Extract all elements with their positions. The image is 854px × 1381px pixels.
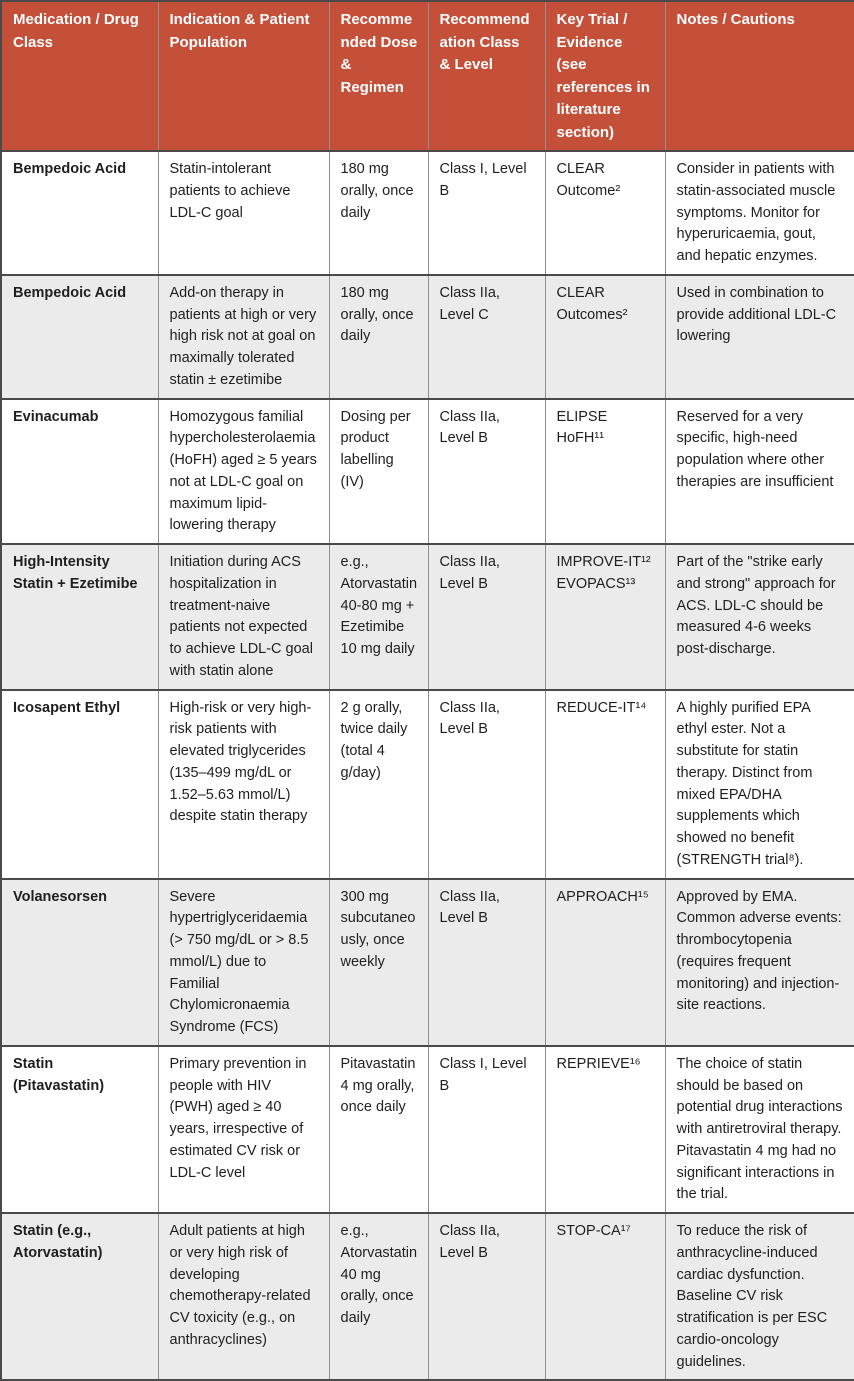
cell-indication: Initiation during ACS hospitalization in… [157,543,329,690]
cell-trial: REPRIEVE¹⁶ [544,1044,665,1213]
table-row: High-Intensity Statin + Ezetimibe Initiat… [1,543,854,690]
cell-trial: STOP-CA¹⁷ [544,1211,665,1381]
table-row: Volanesorsen Severe hypertriglyceridaemia… [1,877,854,1046]
column-header-class-level: Recommendation Class & Level [427,1,545,152]
cell-class-level: Class I, Level B [427,1044,545,1213]
cell-notes: Consider in patients with statin-associa… [664,150,854,275]
cell-medication: High-Intensity Statin + Ezetimibe [1,543,158,690]
cell-trial: IMPROVE-IT¹² EVOPACS¹³ [544,543,665,690]
cell-indication: Adult patients at high or very high risk… [157,1211,329,1381]
cell-notes: Approved by EMA. Common adverse events: … [664,877,854,1046]
cell-dose: 2 g orally, twice daily (total 4 g/day) [328,688,428,879]
cell-dose: Dosing per product labelling (IV) [328,397,428,544]
cell-class-level: Class IIa, Level B [427,397,545,544]
cell-notes: To reduce the risk of anthracycline-indu… [664,1211,854,1381]
cell-class-level: Class IIa, Level B [427,1211,545,1381]
table-row: Evinacumab Homozygous familial hyperchole… [1,397,854,544]
cell-medication: Evinacumab [1,397,158,544]
cell-trial: APPROACH¹⁵ [544,877,665,1046]
cell-medication: Volanesorsen [1,877,158,1046]
cell-dose: 180 mg orally, once daily [328,150,428,275]
cell-indication: Homozygous familial hypercholesterolaemi… [157,397,329,544]
cell-indication: Severe hypertriglyceridaemia (> 750 mg/d… [157,877,329,1046]
cell-indication: High-risk or very high-risk patients wit… [157,688,329,879]
cell-notes: The choice of statin should be based on … [664,1044,854,1213]
table-row: Statin (Pitavastatin) Primary prevention … [1,1044,854,1213]
cell-medication: Icosapent Ethyl [1,688,158,879]
cell-notes: Part of the "strike early and strong" ap… [664,543,854,690]
cell-medication: Statin (e.g., Atorvastatin) [1,1211,158,1381]
cell-indication: Add-on therapy in patients at high or ve… [157,273,329,399]
table-row: Bempedoic Acid Statin-intolerant patients… [1,150,854,275]
cell-dose: e.g., Atorvastatin 40 mg orally, once da… [328,1211,428,1381]
cell-trial: ELIPSE HoFH¹¹ [544,397,665,544]
cell-medication: Bempedoic Acid [1,273,158,399]
table-row: Icosapent Ethyl High-risk or very high-ri… [1,688,854,879]
table-body: Bempedoic Acid Statin-intolerant patients… [1,150,854,1381]
cell-dose: e.g., Atorvastatin 40-80 mg + Ezetimibe … [328,543,428,690]
column-header-notes: Notes / Cautions [664,1,854,152]
column-header-trial: Key Trial / Evidence (see references in … [544,1,665,152]
column-header-medication: Medication / Drug Class [1,1,158,152]
cell-indication: Primary prevention in people with HIV (P… [157,1044,329,1213]
cell-medication: Statin (Pitavastatin) [1,1044,158,1213]
table-row: Statin (e.g., Atorvastatin) Adult patient… [1,1211,854,1381]
cell-class-level: Class I, Level B [427,150,545,275]
cell-trial: CLEAR Outcomes² [544,273,665,399]
cell-notes: A highly purified EPA ethyl ester. Not a… [664,688,854,879]
cell-class-level: Class IIa, Level B [427,877,545,1046]
cell-medication: Bempedoic Acid [1,150,158,275]
cell-indication: Statin-intolerant patients to achieve LD… [157,150,329,275]
cell-class-level: Class IIa, Level B [427,543,545,690]
column-header-dose: Recommended Dose & Regimen [328,1,428,152]
cell-dose: Pitavastatin 4 mg orally, once daily [328,1044,428,1213]
column-header-indication: Indication & Patient Population [157,1,329,152]
cell-dose: 180 mg orally, once daily [328,273,428,399]
cell-notes: Used in combination to provide additiona… [664,273,854,399]
cell-trial: CLEAR Outcome² [544,150,665,275]
cell-class-level: Class IIa, Level B [427,688,545,879]
cell-notes: Reserved for a very specific, high-need … [664,397,854,544]
cell-class-level: Class IIa, Level C [427,273,545,399]
cell-dose: 300 mg subcutaneously, once weekly [328,877,428,1046]
cell-trial: REDUCE-IT¹⁴ [544,688,665,879]
table-header-row: Medication / Drug Class Indication & Pat… [1,1,854,152]
table-row: Bempedoic Acid Add-on therapy in patients… [1,273,854,399]
